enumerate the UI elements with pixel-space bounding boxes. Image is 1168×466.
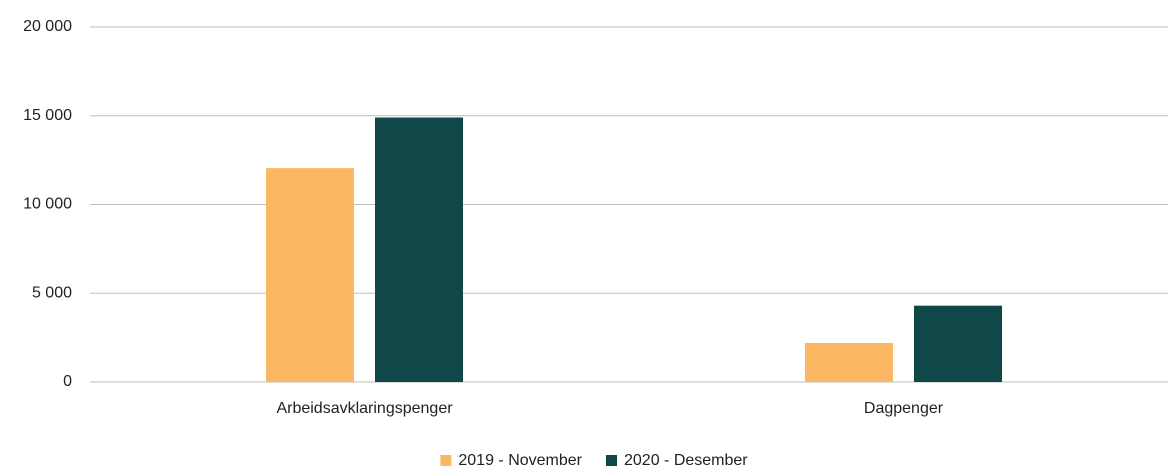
- legend-label: 2019 - November: [458, 452, 582, 466]
- bar: [266, 168, 354, 382]
- y-tick-label: 20 000: [23, 18, 72, 35]
- bar: [375, 117, 463, 383]
- y-tick-label: 0: [63, 373, 72, 390]
- x-tick-label: Arbeidsavklaringspenger: [276, 400, 453, 417]
- legend-swatch: [440, 455, 452, 466]
- y-tick-label: 5 000: [32, 284, 72, 301]
- y-tick-label: 15 000: [23, 107, 72, 124]
- legend-label: 2020 - Desember: [624, 452, 748, 466]
- x-tick-label: Dagpenger: [864, 400, 944, 417]
- bar: [805, 342, 893, 382]
- y-tick-label: 10 000: [23, 196, 72, 213]
- legend-swatch: [606, 455, 617, 466]
- bar: [914, 305, 1002, 382]
